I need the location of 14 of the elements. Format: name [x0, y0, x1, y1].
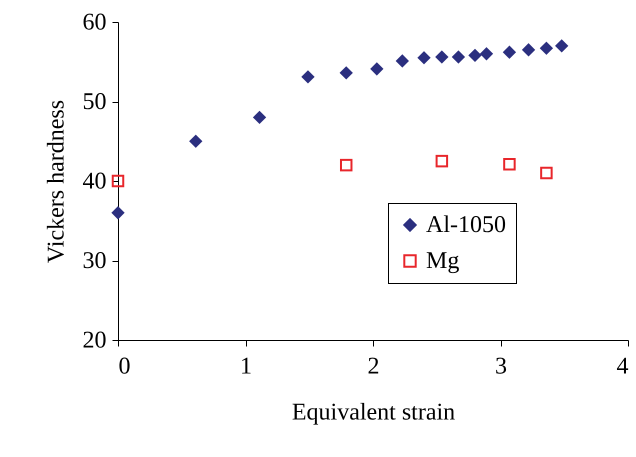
- x-tick-label: 2: [368, 354, 380, 380]
- y-tick-label: 20: [82, 328, 106, 354]
- y-axis-title: Vickers hardness: [44, 100, 70, 264]
- y-tick-label: 60: [82, 10, 106, 36]
- x-tick-label: 1: [240, 354, 252, 380]
- x-tick-label: 4: [616, 354, 628, 380]
- y-tick-label: 50: [82, 89, 106, 115]
- x-axis-title: Equivalent strain: [292, 400, 456, 426]
- legend-label: Al-1050: [426, 212, 506, 238]
- legend-label: Mg: [426, 248, 460, 274]
- x-tick-label: 3: [495, 354, 507, 380]
- y-tick-label: 40: [82, 168, 106, 194]
- y-tick-label: 30: [82, 248, 106, 274]
- x-tick-label: 0: [118, 354, 130, 380]
